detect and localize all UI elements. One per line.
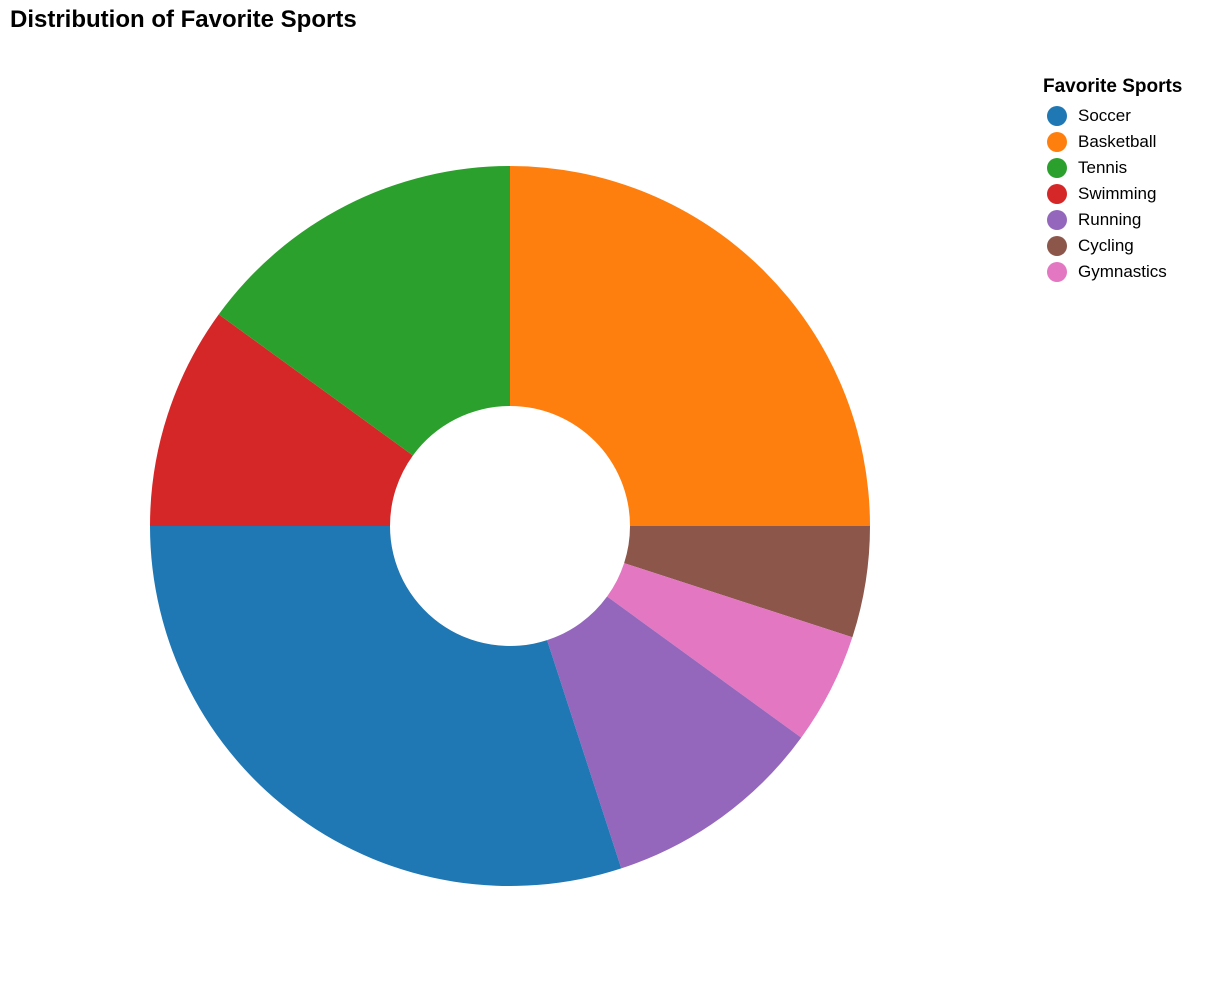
slice-swimming (150, 314, 413, 526)
legend-label-tennis: Tennis (1078, 158, 1128, 177)
slice-tennis (218, 166, 510, 456)
legend-swatch-gymnastics (1047, 262, 1067, 282)
legend-label-soccer: Soccer (1078, 106, 1131, 125)
legend-label-swimming: Swimming (1078, 184, 1157, 203)
chart-title: Distribution of Favorite Sports (10, 6, 357, 33)
legend-item-tennis: Tennis (1043, 155, 1182, 181)
legend-swatch-basketball (1047, 132, 1067, 152)
legend-item-gymnastics: Gymnastics (1043, 259, 1182, 285)
legend-item-soccer: Soccer (1043, 103, 1182, 129)
legend-swatch-tennis (1047, 158, 1067, 178)
legend-items: Soccer Basketball Tennis Swimming Running Cyc… (1043, 103, 1182, 285)
slice-cycling (624, 526, 870, 638)
legend-item-swimming: Swimming (1043, 181, 1182, 207)
slice-basketball (510, 166, 870, 526)
legend-swatch-running (1047, 210, 1067, 230)
legend-label-gymnastics: Gymnastics (1078, 262, 1167, 281)
legend-swatch-cycling (1047, 236, 1067, 256)
legend-label-basketball: Basketball (1078, 132, 1157, 151)
donut-slices (150, 166, 870, 887)
legend-label-cycling: Cycling (1078, 236, 1134, 255)
slice-running (547, 596, 802, 869)
legend-item-cycling: Cycling (1043, 233, 1182, 259)
legend-item-basketball: Basketball (1043, 129, 1182, 155)
legend: Favorite Sports Soccer Basketball Tennis Sw… (1043, 76, 1182, 285)
slice-soccer (150, 526, 622, 887)
legend-item-running: Running (1043, 207, 1182, 233)
legend-title: Favorite Sports (1043, 76, 1183, 97)
legend-swatch-soccer (1047, 106, 1067, 126)
legend-swatch-swimming (1047, 184, 1067, 204)
legend-label-running: Running (1078, 210, 1142, 229)
slice-gymnastics (607, 563, 853, 738)
